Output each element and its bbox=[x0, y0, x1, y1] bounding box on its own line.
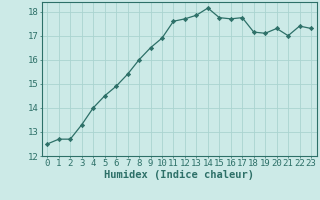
X-axis label: Humidex (Indice chaleur): Humidex (Indice chaleur) bbox=[104, 170, 254, 180]
